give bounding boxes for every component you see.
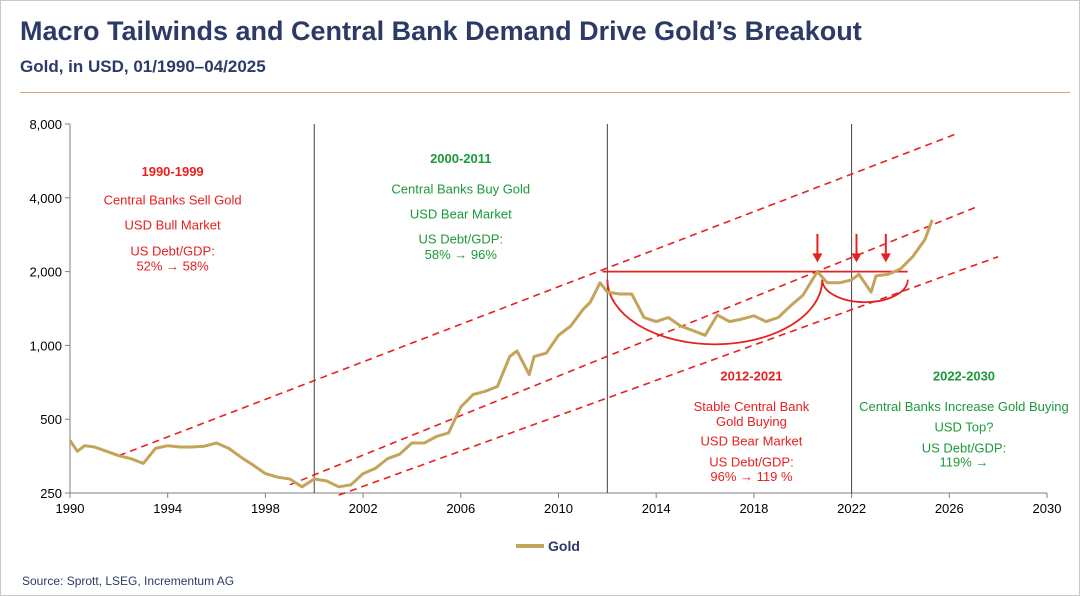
source-note: Source: Sprott, LSEG, Incrementum AG bbox=[22, 574, 235, 588]
legend: Gold bbox=[516, 538, 580, 554]
era-dividers bbox=[313, 124, 853, 493]
trend-channel-line bbox=[338, 255, 999, 496]
annotation-text: USD Bull Market bbox=[125, 217, 221, 232]
annotation-text: Stable Central Bank bbox=[694, 399, 810, 414]
annotation-text: US Debt/GDP: bbox=[922, 441, 1007, 456]
annotation-text: 1990-1999 bbox=[141, 164, 203, 179]
cup-pattern-arc bbox=[821, 279, 909, 304]
x-tick-label: 2014 bbox=[642, 501, 671, 516]
annotation-text: US Debt/GDP: bbox=[130, 243, 215, 258]
y-tick-label: 2,000 bbox=[29, 265, 62, 280]
x-tick-label: 2018 bbox=[739, 501, 768, 516]
x-tick-label: 1998 bbox=[251, 501, 280, 516]
y-tick-label: 8,000 bbox=[29, 117, 62, 132]
cup-pattern-arc bbox=[606, 279, 824, 346]
gold-price-line bbox=[68, 219, 934, 489]
annotation-text: Central Banks Buy Gold bbox=[391, 181, 530, 196]
x-tick-label: 2006 bbox=[446, 501, 475, 516]
legend-swatch-gold bbox=[516, 544, 544, 548]
x-tick-label: 2022 bbox=[837, 501, 866, 516]
x-tick-label: 2030 bbox=[1033, 501, 1062, 516]
x-tick-label: 2010 bbox=[544, 501, 573, 516]
annotation-text: 2000-2011 bbox=[430, 151, 491, 166]
annotation-text: 52% → 58% bbox=[136, 259, 209, 274]
axes: 250 500 1,000 2,000 4,000 8,000 1990 1994 1998 20… bbox=[29, 117, 1061, 516]
title-divider bbox=[20, 92, 1070, 93]
y-tick-label: 250 bbox=[40, 486, 62, 501]
annotation-layer: 1990-1999 Central Banks Sell Gold USD Bull… bbox=[104, 151, 1069, 484]
annotation-text: Central Banks Increase Gold Buying bbox=[859, 399, 1069, 414]
arrow-layer bbox=[812, 233, 891, 263]
x-tick-label: 1990 bbox=[56, 501, 85, 516]
x-tick-label: 2026 bbox=[935, 501, 964, 516]
x-tick-label: 1994 bbox=[153, 501, 182, 516]
annotation-text: 96% → 119 % bbox=[710, 469, 793, 484]
annotation-text: Gold Buying bbox=[716, 414, 787, 429]
trend-channel-line bbox=[118, 133, 957, 457]
annotation-text: USD Bear Market bbox=[410, 206, 512, 221]
y-tick-label: 500 bbox=[40, 412, 62, 427]
annotation-text: Central Banks Sell Gold bbox=[104, 193, 242, 208]
annotation-text: US Debt/GDP: bbox=[419, 232, 504, 247]
series-layer bbox=[68, 219, 934, 489]
down-arrow-head bbox=[880, 253, 891, 263]
down-arrow-head bbox=[851, 253, 862, 263]
down-arrow-head bbox=[812, 253, 823, 263]
legend-label-gold: Gold bbox=[548, 538, 580, 554]
y-tick-label: 1,000 bbox=[29, 338, 62, 353]
y-tick-label: 4,000 bbox=[29, 191, 62, 206]
chart-title: Macro Tailwinds and Central Bank Demand … bbox=[20, 16, 862, 46]
trend-channel-line bbox=[289, 205, 979, 486]
annotation-text: US Debt/GDP: bbox=[709, 455, 794, 470]
annotation-text: USD Top? bbox=[934, 420, 993, 435]
annotation-text: 2022-2030 bbox=[933, 368, 995, 383]
trend-channel bbox=[118, 133, 999, 496]
annotation-text: 2012-2021 bbox=[720, 368, 782, 383]
annotation-text: 119% → bbox=[940, 455, 989, 470]
resistance-layer bbox=[602, 270, 909, 346]
annotation-text: USD Bear Market bbox=[701, 434, 803, 449]
x-tick-label: 2002 bbox=[349, 501, 378, 516]
annotation-text: 58% → 96% bbox=[425, 247, 498, 262]
chart-subtitle: Gold, in USD, 01/1990–04/2025 bbox=[20, 57, 266, 76]
